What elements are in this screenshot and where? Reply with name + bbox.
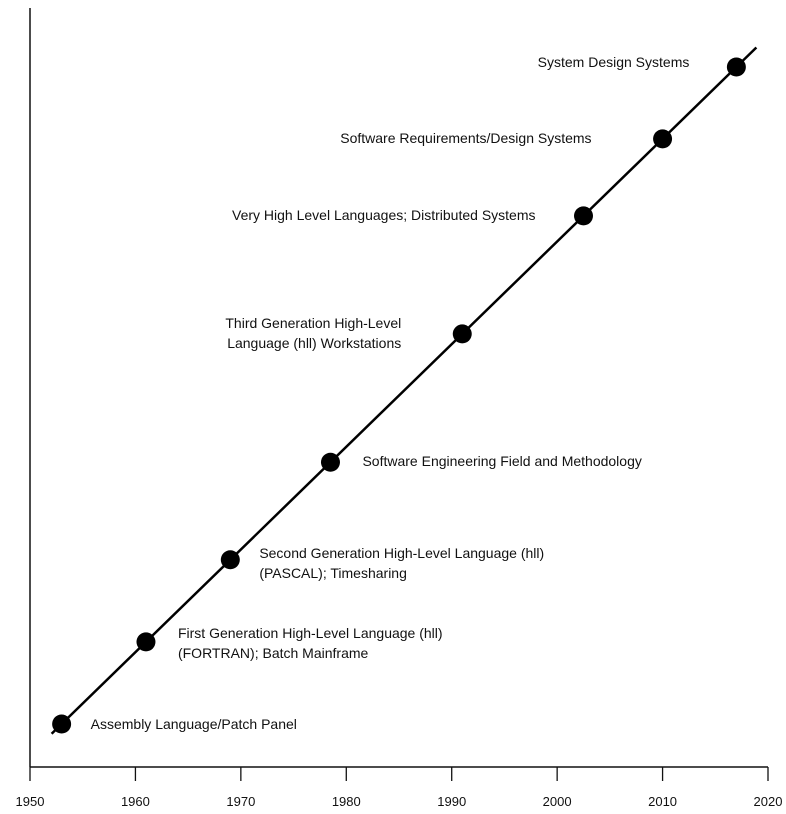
timeline-label-2-line-1: First Generation High-Level Language (hl… bbox=[178, 625, 443, 641]
x-ticks: 1950 1960 1970 1980 1990 2000 2010 2020 bbox=[16, 767, 783, 809]
timeline-label-8: System Design Systems bbox=[538, 54, 690, 70]
timeline-label-5-line-2: Language (hll) Workstations bbox=[227, 335, 401, 351]
timeline-label-1-line-1: Assembly Language/Patch Panel bbox=[91, 716, 297, 732]
timeline-point-5 bbox=[452, 324, 472, 344]
timeline-label-4: Software Engineering Field and Methodolo… bbox=[362, 453, 641, 469]
timeline-label-5-line-1: Third Generation High-Level bbox=[225, 315, 401, 331]
timeline-label-4-line-1: Software Engineering Field and Methodolo… bbox=[362, 453, 641, 469]
x-tick-label-1980: 1980 bbox=[332, 794, 361, 809]
x-tick-label-1950: 1950 bbox=[16, 794, 45, 809]
timeline-label-8-line-1: System Design Systems bbox=[538, 54, 690, 70]
data-points bbox=[52, 57, 746, 734]
timeline-point-2 bbox=[136, 632, 156, 652]
timeline-label-3-line-1: Second Generation High-Level Language (h… bbox=[259, 545, 544, 561]
x-tick-label-1970: 1970 bbox=[226, 794, 255, 809]
timeline-label-3: Second Generation High-Level Language (h… bbox=[259, 545, 544, 581]
x-tick-label-2000: 2000 bbox=[543, 794, 572, 809]
point-labels: Assembly Language/Patch Panel First Gener… bbox=[91, 54, 690, 732]
x-tick-label-1990: 1990 bbox=[437, 794, 466, 809]
timeline-label-5: Third Generation High-Level Language (hll… bbox=[225, 315, 401, 351]
timeline-point-7 bbox=[653, 129, 673, 149]
x-tick-label-2020: 2020 bbox=[754, 794, 783, 809]
timeline-label-2: First Generation High-Level Language (hl… bbox=[178, 625, 443, 661]
timeline-label-7-line-1: Software Requirements/Design Systems bbox=[340, 130, 591, 146]
x-tick-label-1960: 1960 bbox=[121, 794, 150, 809]
timeline-label-3-line-2: (PASCAL); Timesharing bbox=[259, 565, 407, 581]
timeline-point-6 bbox=[574, 206, 593, 226]
timeline-point-8 bbox=[726, 57, 746, 77]
timeline-label-6: Very High Level Languages; Distributed S… bbox=[232, 207, 536, 223]
trend-line bbox=[50, 46, 758, 735]
timeline-label-6-line-1: Very High Level Languages; Distributed S… bbox=[232, 207, 536, 223]
x-tick-label-2010: 2010 bbox=[648, 794, 677, 809]
timeline-point-1 bbox=[52, 714, 72, 734]
timeline-point-3 bbox=[220, 550, 240, 570]
timeline-label-1: Assembly Language/Patch Panel bbox=[91, 716, 297, 732]
timeline-label-7: Software Requirements/Design Systems bbox=[340, 130, 591, 146]
timeline-label-2-line-2: (FORTRAN); Batch Mainframe bbox=[178, 645, 369, 661]
timeline-point-4 bbox=[320, 452, 340, 472]
